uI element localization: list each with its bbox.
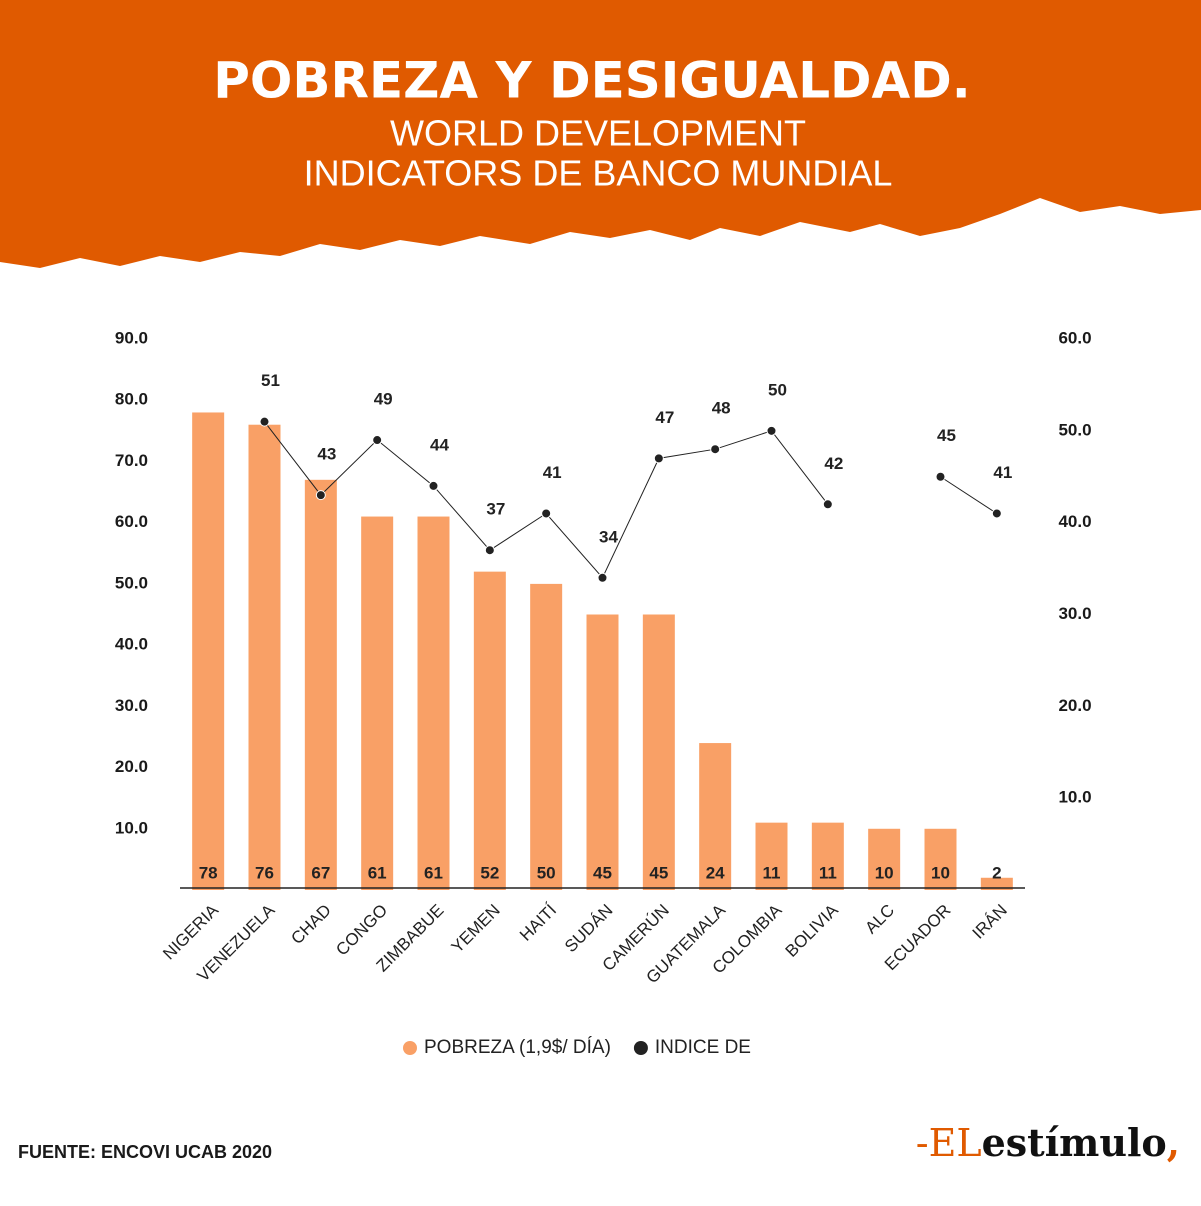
y-tick-label: 20.0 xyxy=(115,757,148,776)
y2-tick-label: 30.0 xyxy=(1058,604,1091,623)
line-value-label: 49 xyxy=(374,390,393,409)
line-point xyxy=(597,572,608,583)
y-tick-label: 30.0 xyxy=(115,696,148,715)
y2-tick-label: 60.0 xyxy=(1058,328,1091,347)
bar xyxy=(642,614,675,890)
logo: -ELestímulo, xyxy=(916,1120,1180,1165)
title: POBREZA Y DESIGUALDAD. xyxy=(213,52,971,110)
bar-value-label: 24 xyxy=(706,863,725,882)
y-tick-label: 60.0 xyxy=(115,512,148,531)
source: FUENTE: ENCOVI UCAB 2020 xyxy=(18,1142,272,1162)
line-point xyxy=(653,453,664,464)
legend-label: POBREZA (1,9$/ DÍA) xyxy=(424,1037,611,1058)
x-tick-label: CHAD xyxy=(287,901,334,948)
bar xyxy=(530,583,563,890)
legend-marker xyxy=(403,1041,417,1055)
line-point xyxy=(766,425,777,436)
line-point xyxy=(484,545,495,556)
y-tick-label: 40.0 xyxy=(115,635,148,654)
y-tick-label: 70.0 xyxy=(115,451,148,470)
y2-tick-label: 50.0 xyxy=(1058,420,1091,439)
bar-value-label: 45 xyxy=(649,863,668,882)
header-background xyxy=(0,0,1201,268)
bar xyxy=(868,828,901,890)
line-value-label: 47 xyxy=(655,408,674,427)
bar xyxy=(192,412,225,890)
line-value-label: 43 xyxy=(317,445,336,464)
line-point xyxy=(822,499,833,510)
bar-value-label: 52 xyxy=(480,863,499,882)
bar-value-label: 45 xyxy=(593,863,612,882)
y-tick-label: 50.0 xyxy=(115,573,148,592)
bar-value-label: 76 xyxy=(255,863,274,882)
bar-value-label: 10 xyxy=(931,863,950,882)
bar-value-label: 2 xyxy=(992,863,1001,882)
bar xyxy=(755,822,788,890)
logo-suffix: , xyxy=(1167,1120,1180,1165)
bar-value-label: 61 xyxy=(368,863,387,882)
line-point xyxy=(935,471,946,482)
bar-value-label: 67 xyxy=(311,863,330,882)
line-value-label: 34 xyxy=(599,527,618,546)
bar xyxy=(361,516,394,890)
logo-prefix: -EL xyxy=(916,1121,982,1165)
line-value-label: 42 xyxy=(824,454,843,473)
bar xyxy=(586,614,619,890)
line-point xyxy=(259,416,270,427)
x-tick-label: HAITÍ xyxy=(516,900,560,944)
line-value-label: 50 xyxy=(768,380,787,399)
y2-tick-label: 40.0 xyxy=(1058,512,1091,531)
x-tick-label: CONGO xyxy=(332,901,391,960)
x-tick-label: ALC xyxy=(861,901,898,938)
line-value-label: 51 xyxy=(261,371,280,390)
bar xyxy=(811,822,844,890)
line-point xyxy=(541,508,552,519)
x-tick-label: SUDÁN xyxy=(561,901,617,957)
bar xyxy=(980,877,1013,890)
bar xyxy=(304,479,337,890)
line-point xyxy=(428,480,439,491)
bar xyxy=(417,516,450,890)
line-value-label: 37 xyxy=(486,500,505,519)
subtitle: WORLD DEVELOPMENT xyxy=(390,113,806,154)
bar-value-label: 61 xyxy=(424,863,443,882)
bar xyxy=(473,571,506,890)
subtitle: INDICATORS DE BANCO MUNDIAL xyxy=(304,153,893,194)
line-value-label: 41 xyxy=(543,463,562,482)
y-tick-label: 10.0 xyxy=(115,818,148,837)
y-tick-label: 80.0 xyxy=(115,390,148,409)
x-tick-label: BOLIVIA xyxy=(782,900,843,961)
y2-tick-label: 20.0 xyxy=(1058,696,1091,715)
bar-value-label: 10 xyxy=(875,863,894,882)
line-point xyxy=(710,444,721,455)
x-tick-label: YEMEN xyxy=(448,901,504,957)
y-tick-label: 90.0 xyxy=(115,328,148,347)
line-value-label: 44 xyxy=(430,435,449,454)
bar xyxy=(924,828,957,890)
bar-value-label: 78 xyxy=(199,863,218,882)
line-point xyxy=(315,490,326,501)
line-point xyxy=(991,508,1002,519)
bar-value-label: 50 xyxy=(537,863,556,882)
line-value-label: 41 xyxy=(993,463,1012,482)
line-value-label: 48 xyxy=(712,399,731,418)
logo-name: estímulo xyxy=(982,1120,1167,1165)
bar-value-label: 11 xyxy=(819,863,837,882)
line-point xyxy=(372,435,383,446)
x-tick-label: IRÁN xyxy=(969,901,1011,943)
legend-label: INDICE DE xyxy=(655,1037,751,1058)
line-value-label: 45 xyxy=(937,426,956,445)
y2-tick-label: 10.0 xyxy=(1058,788,1091,807)
legend-marker xyxy=(633,1041,648,1055)
bar-value-label: 11 xyxy=(763,863,781,882)
bar xyxy=(699,743,732,890)
bar xyxy=(248,424,281,890)
